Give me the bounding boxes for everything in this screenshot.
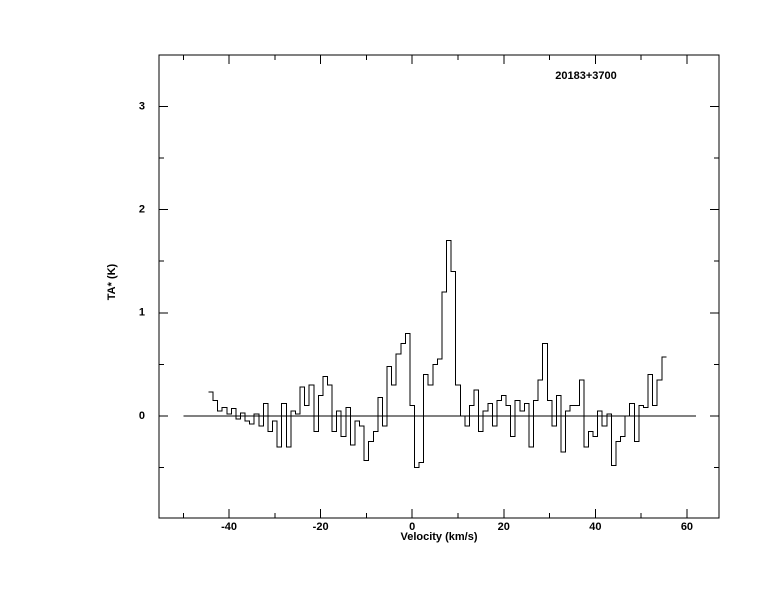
x-tick-label: 40 <box>589 521 601 533</box>
x-tick-label: -40 <box>221 521 237 533</box>
y-tick-label: 3 <box>139 100 145 112</box>
y-axis-label: TA* (K) <box>106 263 118 300</box>
y-tick-label: 0 <box>139 410 145 422</box>
x-axis-label: Velocity (km/s) <box>400 531 477 543</box>
plot-frame <box>158 54 720 519</box>
x-tick-label: -20 <box>313 521 329 533</box>
step-connector <box>208 240 667 468</box>
x-tick-label: 60 <box>681 521 693 533</box>
x-tick-label: 20 <box>498 521 510 533</box>
x-tick-label: 0 <box>409 521 415 533</box>
y-tick-label: 2 <box>139 204 145 216</box>
y-tick-label: 1 <box>139 307 145 319</box>
annotation: 20183+3700 <box>555 70 616 82</box>
